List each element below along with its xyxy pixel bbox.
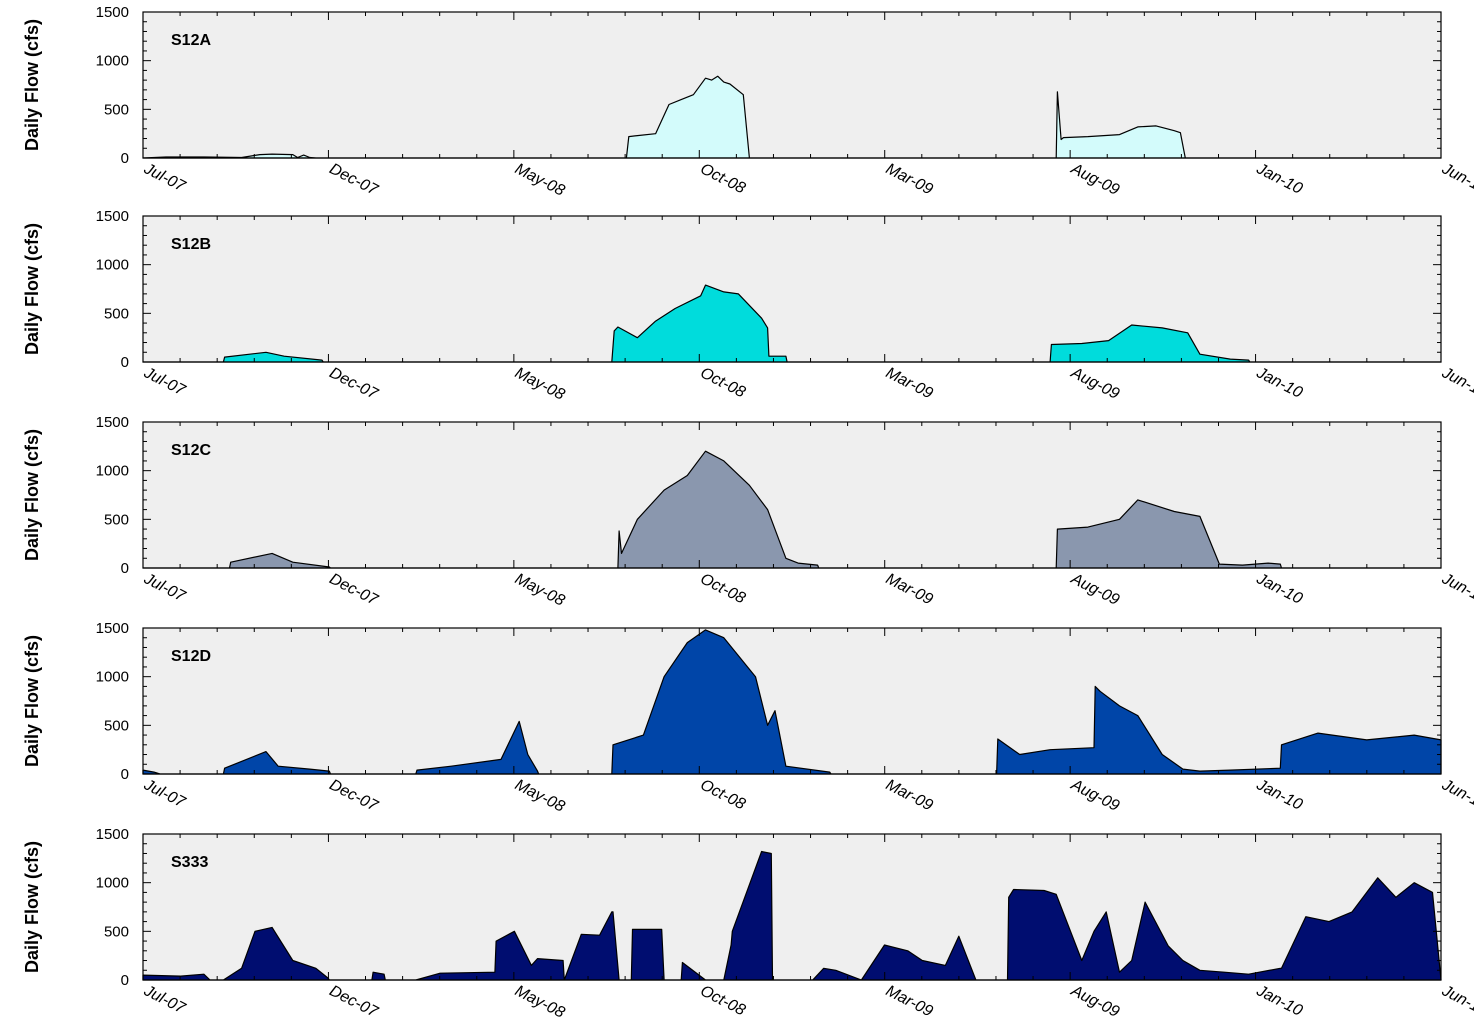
y-tick-label: 1000 [96, 53, 129, 70]
y-tick-label: 1500 [96, 826, 129, 843]
x-tick-label: Mar-09 [883, 570, 936, 608]
x-tick-label: Dec-07 [327, 982, 382, 1021]
x-tick-label: Jun-10 [1438, 982, 1474, 1020]
y-tick-label: 500 [104, 511, 129, 528]
panel-label: S333 [171, 854, 208, 871]
x-tick-label: Jun-10 [1438, 160, 1474, 198]
plot-frame [142, 833, 1442, 981]
x-tick-label: May-08 [512, 160, 567, 199]
y-tick-label: 1000 [96, 669, 129, 686]
x-tick-label: Oct-08 [697, 982, 748, 1019]
x-tick-label: Oct-08 [697, 776, 748, 813]
panel-s12c: 0 500 1000 1500 Jul-07 Dec-07 May-08 Oct-08 Mar-… [22, 414, 1474, 610]
panel-label: S12B [171, 236, 211, 253]
plot-frame [142, 627, 1442, 775]
x-tick-label: May-08 [512, 570, 567, 609]
x-tick-label: Aug-09 [1067, 982, 1122, 1021]
y-tick-label: 500 [104, 717, 129, 734]
plot-background [143, 216, 1441, 362]
y-tick-label: 1500 [96, 414, 129, 431]
y-tick-label: 0 [121, 150, 129, 167]
y-tick-label: 1000 [96, 875, 129, 892]
x-tick-label: Mar-09 [883, 982, 936, 1020]
x-tick-label: Aug-09 [1067, 776, 1122, 815]
panel-label: S12A [171, 32, 211, 49]
x-tick-label: Mar-09 [883, 160, 936, 198]
y-tick-label: 0 [121, 560, 129, 577]
y-tick-label: 500 [104, 101, 129, 118]
plot-background [143, 12, 1441, 158]
x-tick-label: May-08 [512, 364, 567, 403]
x-tick-label: Oct-08 [697, 570, 748, 607]
x-tick-label: Dec-07 [327, 776, 382, 815]
x-tick-label: Dec-07 [327, 570, 382, 609]
plot-background [143, 422, 1441, 568]
x-tick-label: Oct-08 [697, 364, 748, 401]
y-tick-label: 500 [104, 923, 129, 940]
x-tick-label: Aug-09 [1067, 160, 1122, 199]
y-tick-label: 1500 [96, 4, 129, 21]
x-tick-label: Oct-08 [697, 160, 748, 197]
y-tick-label: 1500 [96, 620, 129, 637]
x-tick-label: Jun-10 [1438, 570, 1474, 608]
y-axis-label: Daily Flow (cfs) [22, 635, 42, 767]
x-tick-label: Jan-10 [1253, 982, 1305, 1020]
flow-area [142, 75, 1442, 159]
x-tick-label: Jul-07 [140, 570, 188, 606]
x-tick-label: Jul-07 [140, 160, 188, 196]
plot-frame [142, 11, 1442, 159]
flow-area [142, 629, 1442, 775]
x-tick-label: Jun-10 [1438, 776, 1474, 814]
x-tick-label: Jul-07 [140, 364, 188, 400]
y-tick-label: 1000 [96, 257, 129, 274]
x-tick-label: Jan-10 [1253, 776, 1305, 814]
y-tick-label: 1500 [96, 208, 129, 225]
panel-s12b: 0 500 1000 1500 Jul-07 Dec-07 May-08 Oct-08 Mar-… [22, 208, 1474, 404]
y-axis-label: Daily Flow (cfs) [22, 429, 42, 561]
y-tick-label: 500 [104, 305, 129, 322]
panel-label: S12D [171, 648, 211, 665]
x-tick-label: Mar-09 [883, 364, 936, 402]
x-tick-label: Aug-09 [1067, 570, 1122, 609]
x-tick-label: Jun-10 [1438, 364, 1474, 402]
flow-area [142, 850, 1442, 981]
plot-background [143, 834, 1441, 980]
panel-s12d: 0 500 1000 1500 Jul-07 Dec-07 May-08 Oct-08 Mar-… [22, 620, 1474, 816]
x-tick-label: Mar-09 [883, 776, 936, 814]
x-tick-label: Jul-07 [140, 982, 188, 1018]
x-tick-label: May-08 [512, 776, 567, 815]
plot-frame [142, 421, 1442, 569]
panel-s333: 0 500 1000 1500 Jul-07 Dec-07 May-08 Oct-08 Mar-… [22, 826, 1474, 1022]
x-tick-label: Jan-10 [1253, 364, 1305, 402]
y-tick-label: 0 [121, 766, 129, 783]
panel-s12a: 0 500 1000 1500 Jul-07 Dec-07 May-08 Oct-08 Mar-… [22, 4, 1474, 200]
plot-background [143, 628, 1441, 774]
y-axis-label: Daily Flow (cfs) [22, 841, 42, 973]
y-tick-label: 1000 [96, 463, 129, 480]
y-tick-label: 0 [121, 972, 129, 989]
y-tick-label: 0 [121, 354, 129, 371]
x-tick-label: May-08 [512, 982, 567, 1021]
panel-label: S12C [171, 442, 211, 459]
x-tick-label: Jan-10 [1253, 570, 1305, 608]
x-tick-label: Dec-07 [327, 364, 382, 403]
x-tick-label: Dec-07 [327, 160, 382, 199]
x-tick-label: Aug-09 [1067, 364, 1122, 403]
plot-frame [142, 215, 1442, 363]
x-tick-label: Jul-07 [140, 776, 188, 812]
y-axis-label: Daily Flow (cfs) [22, 19, 42, 151]
y-axis-label: Daily Flow (cfs) [22, 223, 42, 355]
x-tick-label: Jan-10 [1253, 160, 1305, 198]
flow-area [142, 284, 1442, 363]
